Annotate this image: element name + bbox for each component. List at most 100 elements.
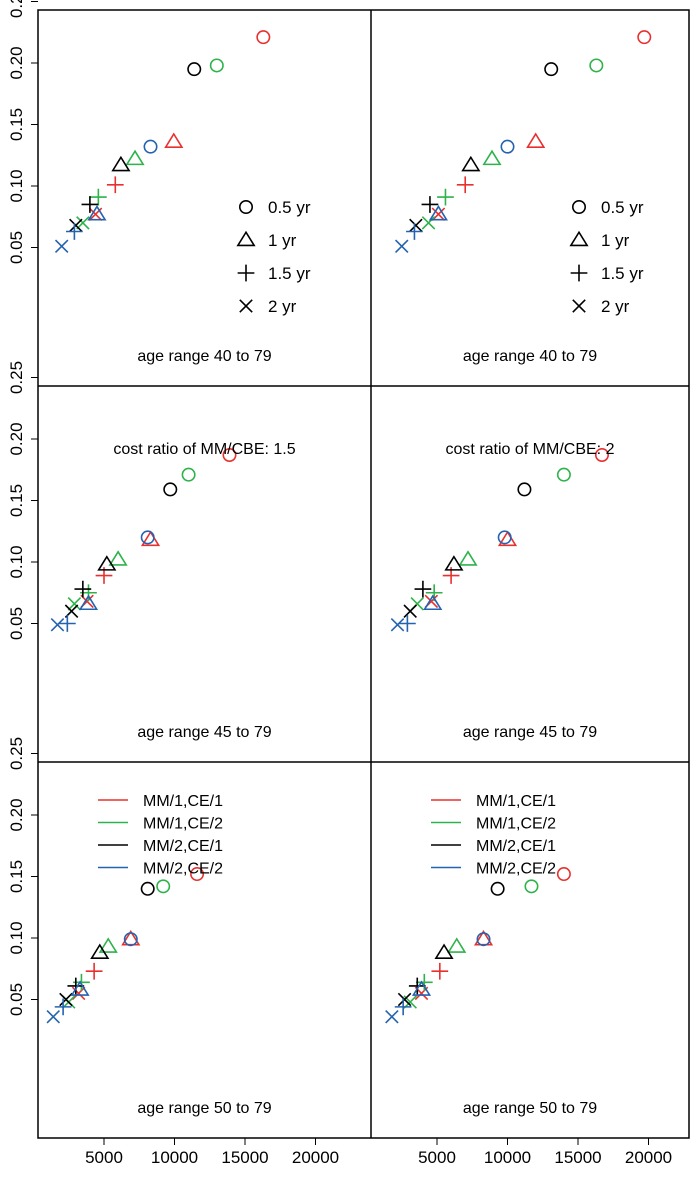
y-tick-label: 0.05	[7, 983, 26, 1016]
x-tick-label: 15000	[221, 1148, 268, 1167]
point-plus	[431, 962, 449, 980]
panels: age range 40 to 79 0.5 yr 1 yr 1.5 yr 2 yr ag…	[46, 30, 652, 1117]
age-range-label: age range 50 to 79	[463, 1100, 597, 1117]
point-triangle	[428, 205, 448, 221]
point-circle	[256, 30, 271, 45]
x-tick-label: 10000	[484, 1148, 531, 1167]
legend-triangle-icon	[569, 230, 589, 247]
point-circle	[156, 879, 171, 894]
panel-frames	[37, 9, 690, 1139]
legend-cross-icon	[572, 299, 586, 313]
x-tick-label: 20000	[292, 1148, 339, 1167]
point-circle	[517, 482, 532, 497]
legend-triangle-icon	[236, 230, 256, 247]
point-plus	[66, 223, 83, 240]
panel-r2-c0: age range 50 to 79 MM/1,CE/1 MM/1,CE/2 MM/2…	[46, 793, 272, 1117]
shape-legend-label: 0.5 yr	[268, 198, 311, 217]
point-circle	[637, 30, 652, 45]
point-cross	[421, 216, 436, 230]
point-cross	[394, 239, 409, 254]
point-cross	[397, 992, 412, 1007]
shape-legend-label: 1.5 yr	[601, 264, 644, 283]
point-circle	[524, 879, 539, 894]
point-plus	[81, 196, 99, 213]
point-plus	[54, 998, 72, 1016]
age-range-label: age range 40 to 79	[137, 348, 271, 365]
legend-circle-icon	[239, 200, 254, 215]
x-tick-label: 15000	[554, 1148, 601, 1167]
x-tick-label: 10000	[151, 1148, 198, 1167]
point-triangle	[98, 937, 118, 953]
point-triangle	[87, 205, 107, 221]
y-tick-label: 0.15	[7, 860, 26, 893]
point-triangle	[164, 132, 184, 148]
point-cross	[390, 617, 405, 632]
color-legend-label: MM/2,CE/2	[476, 861, 556, 878]
color-legend-label: MM/1,CE/2	[476, 816, 556, 833]
point-cross	[46, 1009, 61, 1024]
point-triangle	[458, 550, 478, 566]
y-tick-label: 0.05	[7, 231, 26, 264]
point-circle	[140, 881, 155, 896]
point-triangle	[526, 132, 546, 148]
point-cross	[385, 1009, 399, 1024]
point-triangle	[482, 149, 502, 166]
age-range-label: age range 45 to 79	[137, 724, 271, 741]
age-range-label: age range 50 to 79	[137, 1100, 271, 1117]
point-plus	[414, 580, 432, 598]
color-legend-label: MM/1,CE/2	[143, 816, 223, 833]
point-triangle	[90, 943, 110, 959]
x-tick-label: 5000	[85, 1148, 123, 1167]
x-axes: 5000 10000 15000 20000 5000 10000 15000 20000	[85, 1138, 672, 1167]
y-tick-label: 0.15	[7, 108, 26, 141]
point-triangle	[411, 980, 432, 996]
y-tick-label: 0.05	[7, 607, 26, 640]
point-plus	[106, 176, 124, 194]
point-cross	[409, 218, 423, 233]
y-tick-label: 0.10	[7, 169, 26, 202]
point-plus	[437, 188, 454, 206]
point-circle	[556, 467, 571, 482]
point-cross	[59, 992, 73, 1007]
point-cross	[403, 604, 417, 618]
point-circle	[589, 58, 604, 73]
point-plus	[89, 188, 107, 206]
point-triangle	[140, 530, 161, 547]
point-circle	[143, 139, 158, 154]
point-cross	[69, 218, 83, 233]
cost-ratio-label: cost ratio of MM/CBE: 1.5	[113, 441, 295, 458]
y-tick-label: 0.25	[7, 0, 26, 18]
point-circle	[190, 867, 205, 882]
panel-r1-c0: age range 45 to 79 cost ratio of MM/CBE: …	[50, 441, 296, 741]
y-tick-label: 0.15	[7, 484, 26, 517]
point-triangle	[444, 555, 464, 571]
point-circle	[222, 447, 237, 462]
point-triangle	[461, 155, 481, 172]
shape-legend-label: 1 yr	[268, 231, 297, 250]
point-cross	[67, 597, 82, 611]
point-cross	[431, 207, 446, 222]
point-plus	[58, 615, 76, 632]
point-circle	[490, 881, 505, 896]
point-circle	[497, 530, 512, 545]
point-triangle	[111, 155, 131, 172]
legend-circle-icon	[571, 200, 586, 215]
point-cross	[50, 617, 65, 632]
point-triangle	[70, 980, 90, 996]
color-legend-label: MM/1,CE/1	[476, 793, 556, 810]
y-tick-label: 0.20	[7, 46, 26, 79]
point-circle	[594, 447, 609, 462]
age-range-label: age range 40 to 79	[463, 348, 597, 365]
point-circle	[556, 867, 571, 882]
y-tick-label: 0.25	[7, 361, 26, 394]
shape-legend-label: 1 yr	[601, 231, 630, 250]
point-circle	[123, 932, 138, 947]
point-circle	[544, 62, 559, 77]
shape-legend-label: 2 yr	[601, 297, 630, 316]
color-legend-label: MM/2,CE/2	[143, 861, 223, 878]
y-tick-label: 0.10	[7, 545, 26, 578]
point-circle	[181, 467, 196, 482]
point-circle	[209, 58, 224, 73]
color-legend-label: MM/2,CE/1	[143, 838, 223, 855]
point-triangle	[108, 550, 128, 566]
